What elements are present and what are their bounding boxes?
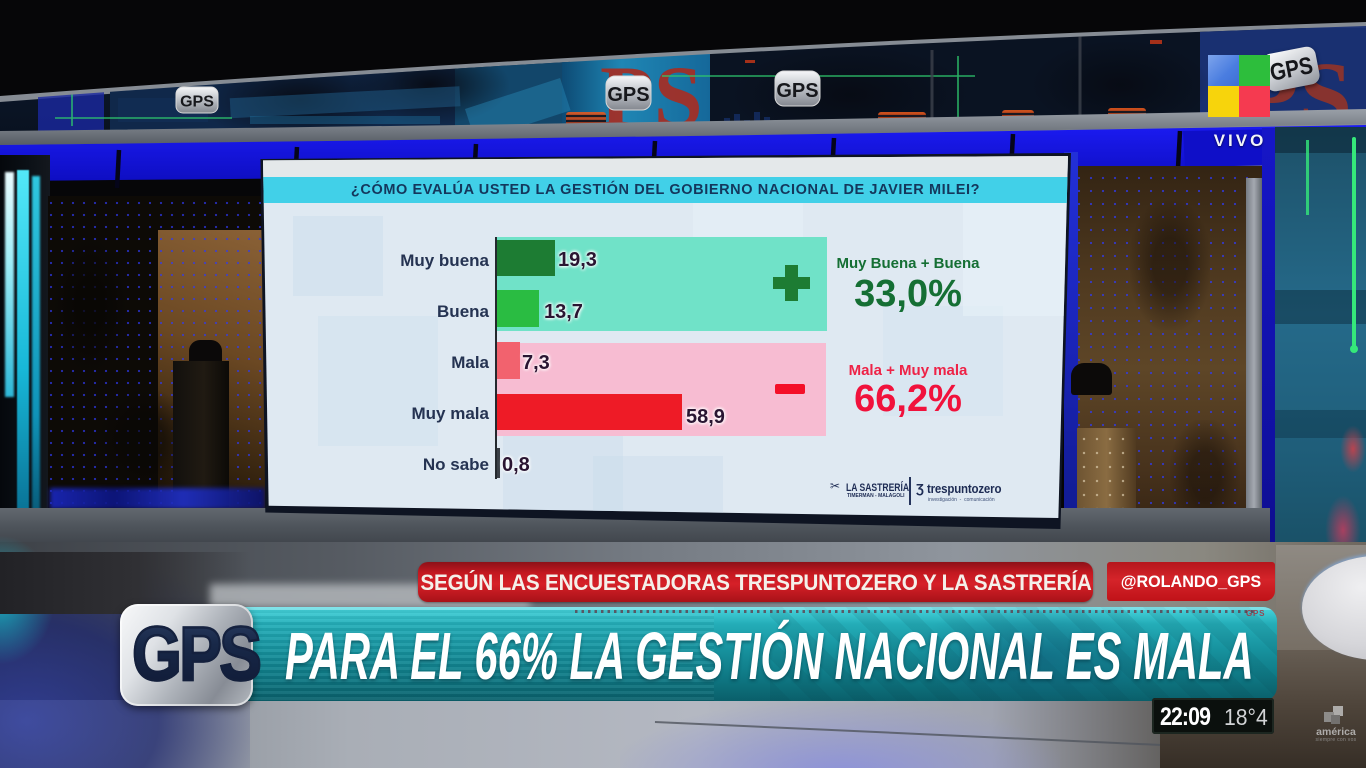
svg-text:GPS: GPS	[776, 80, 818, 102]
svg-text:GPS: GPS	[607, 84, 649, 106]
svg-text:GPS: GPS	[180, 94, 214, 111]
